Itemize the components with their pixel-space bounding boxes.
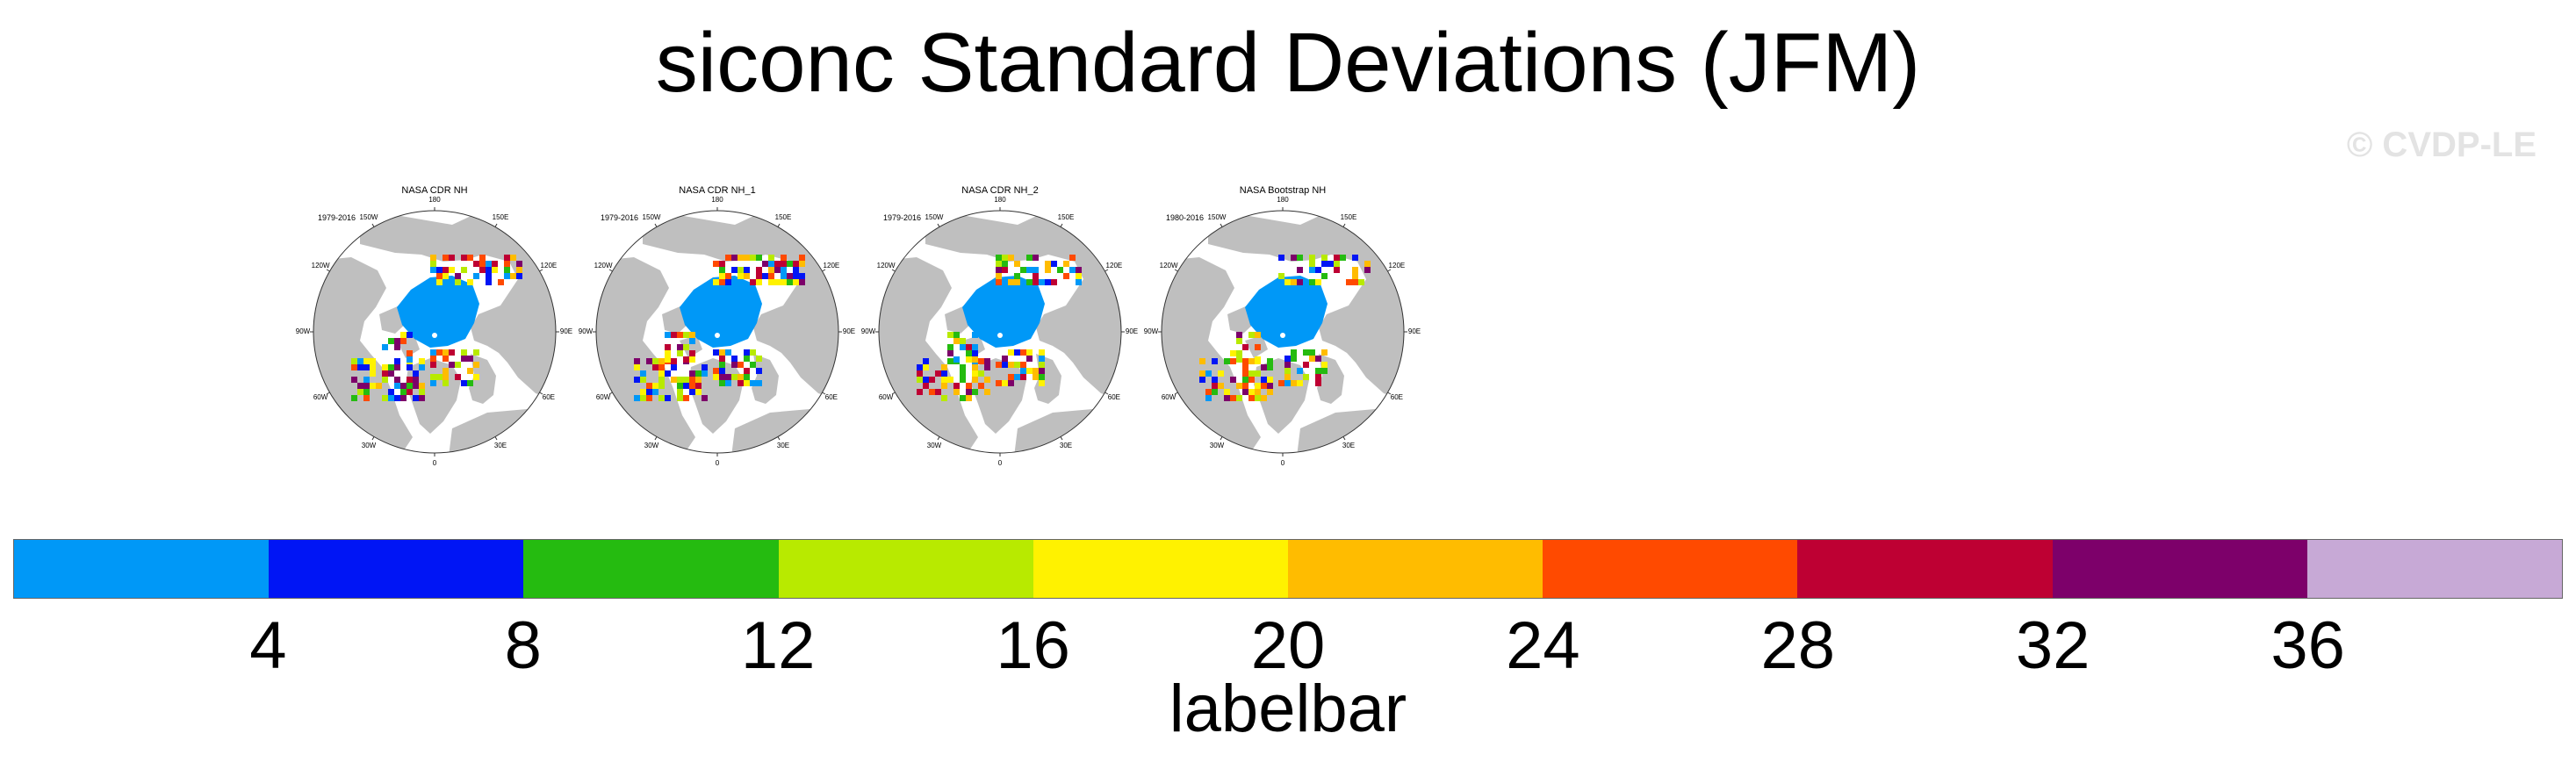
longitude-label: 30W (644, 441, 659, 449)
longitude-label: 60W (595, 393, 611, 401)
longitude-label: 120W (1159, 262, 1178, 270)
longitude-label: 60E (824, 393, 838, 401)
labelbar-box-2 (523, 540, 779, 598)
longitude-label: 30W (1209, 441, 1225, 449)
panel-years: 1979-2016 (318, 213, 356, 222)
panel-title: NASA Bootstrap NH (1239, 185, 1327, 196)
panel-title: NASA CDR NH (401, 185, 468, 196)
panel-years: 1979-2016 (883, 213, 922, 222)
labelbar-tick: 32 (2015, 608, 2090, 683)
longitude-label: 150E (1057, 213, 1075, 222)
labelbar-tick: 12 (740, 608, 816, 683)
labelbar-box-6 (1543, 540, 1798, 598)
map-panel: NASA Bootstrap NH 1980-2016 180 150E 120E 90E… (1144, 174, 1421, 472)
watermark: © CVDP-LE (2346, 126, 2536, 164)
longitude-label: 90E (559, 327, 573, 335)
panel-years: 1979-2016 (601, 213, 639, 222)
longitude-label: 150W (925, 213, 944, 222)
longitude-label: 30E (1059, 441, 1073, 449)
labelbar-box-1 (269, 540, 524, 598)
longitude-label: 60W (1161, 393, 1176, 401)
longitude-label: 90W (295, 327, 311, 335)
figure-title: siconc Standard Deviations (JFM) (655, 16, 1921, 110)
longitude-label: 120E (823, 262, 840, 270)
labelbar-tick: 24 (1506, 608, 1580, 683)
labelbar-box-9 (2306, 540, 2563, 598)
labelbar-title: labelbar (1169, 672, 1407, 746)
polar-map (310, 207, 559, 456)
longitude-label: 60E (542, 393, 555, 401)
labelbar-box-5 (1288, 540, 1543, 598)
labelbar-tick: 20 (1250, 608, 1326, 683)
longitude-label: 90E (842, 327, 856, 335)
longitude-label: 30E (776, 441, 790, 449)
longitude-label: 0 (997, 459, 1003, 467)
labelbar-tick: 28 (1760, 608, 1836, 683)
longitude-label: 30E (493, 441, 507, 449)
longitude-label: 60W (313, 393, 328, 401)
polar-map (593, 207, 842, 456)
longitude-label: 120W (311, 262, 330, 270)
map-panel: NASA CDR NH_2 1979-2016 180 150E 120E 90E 60E 3… (861, 174, 1138, 472)
map-panel: NASA CDR NH_1 1979-2016 180 150E 120E 90E 60E 3… (579, 174, 855, 472)
longitude-label: 90W (860, 327, 876, 335)
longitude-label: 150E (492, 213, 509, 222)
labelbar-box-3 (778, 540, 1033, 598)
labelbar-tick: 8 (504, 608, 542, 683)
labelbar-box-7 (1797, 540, 2053, 598)
longitude-label: 90W (1143, 327, 1159, 335)
longitude-label: 150E (1340, 213, 1357, 222)
panel-title: NASA CDR NH_2 (961, 185, 1039, 196)
labelbar-tick: 16 (996, 608, 1070, 683)
labelbar-box-8 (2052, 540, 2307, 598)
map-panel: NASA CDR NH 1979-2016 180 150E 120E 90E 60E 30E… (296, 174, 572, 472)
longitude-label: 150W (1207, 213, 1227, 222)
longitude-label: 60W (878, 393, 894, 401)
longitude-label: 180 (1277, 196, 1289, 204)
longitude-label: 30W (361, 441, 377, 449)
longitude-label: 150E (774, 213, 792, 222)
labelbar-box-4 (1033, 540, 1289, 598)
longitude-label: 90W (578, 327, 594, 335)
longitude-label: 60E (1390, 393, 1403, 401)
longitude-label: 0 (432, 459, 437, 467)
longitude-label: 90E (1407, 327, 1421, 335)
longitude-label: 60E (1107, 393, 1120, 401)
longitude-label: 180 (994, 196, 1006, 204)
longitude-label: 30E (1342, 441, 1356, 449)
longitude-label: 120E (1388, 262, 1406, 270)
longitude-label: 180 (711, 196, 723, 204)
longitude-label: 120E (540, 262, 558, 270)
longitude-label: 150W (642, 213, 661, 222)
panel-title: NASA CDR NH_1 (679, 185, 756, 196)
longitude-label: 120E (1105, 262, 1123, 270)
labelbar-tick: 4 (249, 608, 287, 683)
longitude-label: 150W (359, 213, 378, 222)
longitude-label: 90E (1125, 327, 1139, 335)
longitude-label: 0 (715, 459, 720, 467)
longitude-label: 180 (428, 196, 441, 204)
longitude-label: 30W (926, 441, 942, 449)
labelbar-tick: 36 (2270, 608, 2345, 683)
labelbar (13, 539, 2563, 599)
polar-map (875, 207, 1125, 456)
polar-map (1158, 207, 1407, 456)
longitude-label: 0 (1280, 459, 1285, 467)
longitude-label: 120W (594, 262, 613, 270)
panel-years: 1980-2016 (1166, 213, 1205, 222)
longitude-label: 120W (876, 262, 896, 270)
labelbar-box-0 (14, 540, 270, 598)
map-panels: NASA CDR NH 1979-2016 180 150E 120E 90E 60E 30E… (296, 174, 1440, 472)
